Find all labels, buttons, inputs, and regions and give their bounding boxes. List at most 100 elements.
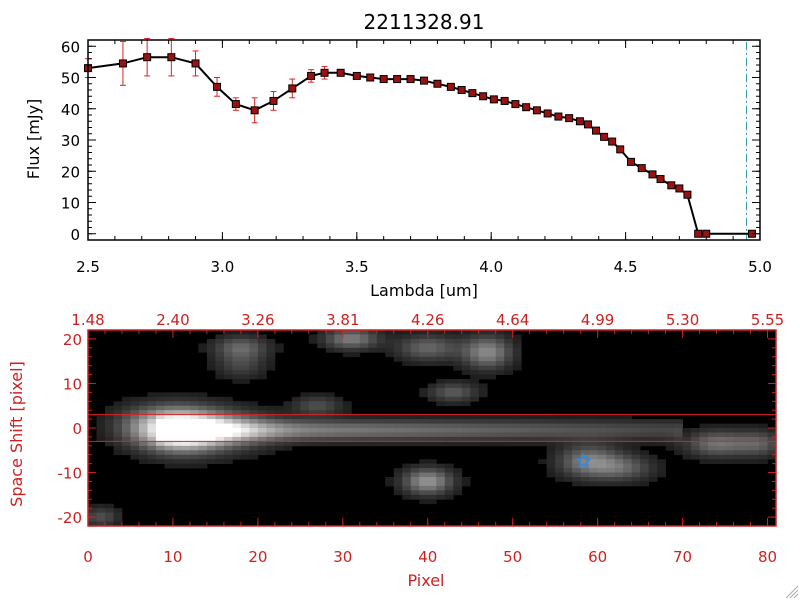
heatmap-cell [266, 338, 276, 344]
heatmap-cell [104, 441, 114, 447]
heatmap-cell [249, 343, 259, 349]
heatmap-cell [555, 419, 565, 424]
heatmap-cell [487, 338, 497, 344]
bottom-y-tick-label: 20 [63, 331, 82, 349]
heatmap-cell [266, 414, 276, 420]
heatmap-cell [436, 468, 446, 473]
heatmap-cell [427, 330, 437, 335]
heatmap-cell [742, 450, 751, 456]
heatmap-cell [606, 450, 616, 456]
flux-point [250, 106, 259, 115]
heatmap-cell [266, 365, 276, 371]
heatmap-cell [88, 521, 97, 527]
heatmap-cell [308, 414, 318, 420]
heatmap-cell [427, 485, 437, 491]
heatmap-cell [368, 343, 378, 349]
heatmap-cell [206, 450, 216, 456]
heatmap-cell [232, 410, 242, 416]
heatmap-cell [130, 441, 140, 447]
heatmap-cell [385, 414, 395, 420]
heatmap-cell [402, 432, 412, 438]
heatmap-cell [470, 379, 480, 384]
top-axis-ticks: 2.5 3.0 3.5 4.0 4.5 5.0 0 10 20 30 40 50 60 [61, 38, 772, 276]
heatmap-cell [478, 392, 488, 398]
heatmap-cell [436, 428, 446, 433]
heatmap-cell [546, 454, 556, 460]
heatmap-cell [461, 387, 471, 393]
heatmap-cell [427, 356, 437, 362]
heatmap-cell [223, 410, 233, 416]
heatmap-cell [181, 450, 191, 456]
bottom-y-tick-label: 10 [63, 375, 82, 393]
heatmap-cell [504, 432, 514, 438]
heatmap-cell [232, 374, 242, 380]
heatmap-cell [249, 347, 259, 353]
heatmap-cell [436, 379, 446, 384]
heatmap-cell [257, 414, 267, 420]
heatmap-cell [614, 463, 624, 469]
heatmap-cell [767, 436, 777, 442]
heatmap-cell [232, 347, 242, 353]
heatmap-cell [487, 334, 497, 340]
heatmap-cell [215, 436, 225, 442]
heatmap-cell [240, 352, 250, 358]
heatmap-cell [240, 338, 250, 344]
heatmap-cell [130, 396, 140, 402]
heatmap-cell [427, 414, 437, 420]
heatmap-cell [113, 428, 123, 433]
heatmap-cell [487, 374, 497, 380]
heatmap-cell [402, 477, 412, 482]
heatmap-cell [266, 410, 276, 416]
heatmap-cell [172, 445, 182, 451]
heatmap-cell [385, 428, 395, 433]
heatmap-cell [155, 392, 165, 398]
heatmap-cell [334, 419, 344, 424]
heatmap-cell [410, 428, 420, 433]
heatmap-cell [419, 494, 429, 500]
heatmap-cell [147, 454, 157, 460]
bottom-x-tick-label: 0 [83, 548, 93, 566]
heatmap-cell [334, 405, 344, 411]
heatmap-cell [138, 454, 148, 460]
heatmap-cell [444, 392, 454, 398]
heatmap-cell [759, 450, 768, 456]
heatmap-cell [478, 356, 488, 362]
heatmap-cell [665, 423, 675, 429]
heatmap-cell [478, 334, 488, 340]
heatmap-cell [300, 392, 310, 398]
heatmap-cell [240, 432, 250, 438]
heatmap-cell [232, 405, 242, 411]
heatmap-cell [759, 428, 768, 433]
heatmap-cell [436, 436, 446, 442]
heatmap-cell [682, 432, 692, 438]
flux-point [167, 53, 176, 62]
heatmap-cell [470, 330, 480, 335]
heatmap-cell [580, 481, 590, 487]
spectrum-plot-area [84, 37, 756, 240]
heatmap-cell [410, 494, 420, 500]
heatmap-cell [444, 334, 454, 340]
heatmap-cell [181, 445, 191, 451]
heatmap-cell [682, 454, 692, 460]
heatmap-cell [113, 441, 123, 447]
heatmap-cell [402, 361, 412, 367]
heatmap-cell [223, 347, 233, 353]
flux-point [626, 157, 635, 166]
heatmap-cell [393, 356, 403, 362]
heatmap-cell [283, 441, 293, 447]
heatmap-cell [436, 472, 446, 478]
heatmap-cell [206, 361, 216, 367]
heatmap-cell [521, 436, 531, 442]
heatmap-cell [436, 441, 446, 447]
heatmap-cell [393, 485, 403, 491]
heatmap-cell [104, 508, 114, 514]
heatmap-cell [444, 396, 454, 402]
heatmap-cell [96, 512, 106, 518]
heatmap-cell [325, 347, 335, 353]
heatmap-cell [138, 405, 148, 411]
heatmap-cell [521, 423, 531, 429]
heatmap-cell [113, 517, 123, 522]
heatmap-cell [436, 343, 446, 349]
heatmap-cell [470, 361, 480, 367]
heatmap-cell [223, 423, 233, 429]
